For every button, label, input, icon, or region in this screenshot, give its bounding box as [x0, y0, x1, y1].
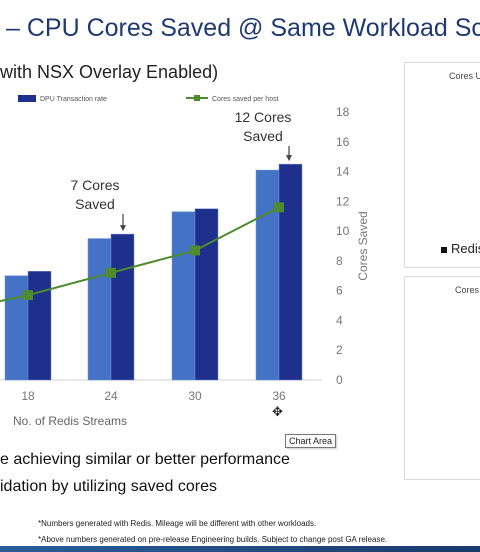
bar [87, 238, 112, 381]
legend-label: DPU Transaction rate [40, 96, 107, 103]
y-tick-label: 10 [336, 224, 350, 238]
y-tick-label: 14 [336, 165, 350, 179]
y-tick-label: 2 [336, 343, 343, 357]
side-chart-panel-bottom[interactable]: Cores [404, 276, 480, 480]
legend-swatch [18, 95, 36, 102]
annotation-text: Saved [75, 196, 115, 212]
bar [110, 233, 135, 381]
annotation-text: 12 Cores [235, 109, 292, 125]
y-tick-label: 4 [336, 313, 343, 327]
x-axis-title: No. of Redis Streams [13, 414, 127, 428]
footnote: *Above numbers generated on pre-release … [38, 535, 388, 544]
x-tick-label: 24 [104, 389, 118, 403]
footnote: *Numbers generated with Redis. Mileage w… [38, 519, 317, 528]
line-marker [106, 267, 116, 278]
y-tick-label: 12 [336, 194, 350, 208]
y-tick-label: 6 [336, 284, 343, 298]
bullet-text: e achieving similar or better performanc… [0, 451, 290, 468]
bar [27, 271, 52, 381]
y-tick-label: 16 [336, 135, 350, 149]
y-axis-title: Cores Saved [356, 211, 370, 280]
y-tick-label: 18 [336, 105, 350, 119]
bullet-text: idation by utilizing saved cores [0, 478, 218, 495]
line-marker [23, 290, 33, 301]
bar [194, 208, 219, 381]
line-marker [190, 245, 200, 256]
annotation-arrowhead [120, 225, 126, 232]
legend-marker [194, 95, 200, 101]
annotation-text: Saved [243, 128, 283, 144]
legend-square-icon [441, 247, 447, 253]
y-tick-label: 0 [336, 373, 343, 387]
legend-label: Cores saved per host [212, 96, 279, 103]
side-chart-title: Cores U [449, 71, 480, 81]
x-tick-label: 18 [21, 389, 35, 403]
x-tick-label: 30 [188, 389, 202, 403]
bar [171, 211, 196, 381]
move-cursor-icon: ✥ [272, 404, 283, 419]
annotation-text: 7 Cores [70, 177, 119, 193]
side-chart-legend: Redis [451, 241, 480, 256]
bar [255, 169, 280, 381]
x-tick-label: 36 [272, 389, 286, 403]
side-chart-panel-top[interactable]: Cores U Redis [404, 62, 480, 268]
slide-subtitle: with NSX Overlay Enabled) [0, 62, 219, 82]
slide-title: – CPU Cores Saved @ Same Workload Sc [6, 14, 480, 42]
y-tick-label: 8 [336, 254, 343, 268]
bar [278, 163, 303, 381]
chart-area-tooltip: Chart Area [285, 434, 337, 448]
line-marker [274, 202, 284, 213]
side-chart-title: Cores [455, 285, 480, 295]
annotation-arrowhead [286, 155, 292, 162]
slide-bottom-bar [0, 546, 480, 552]
